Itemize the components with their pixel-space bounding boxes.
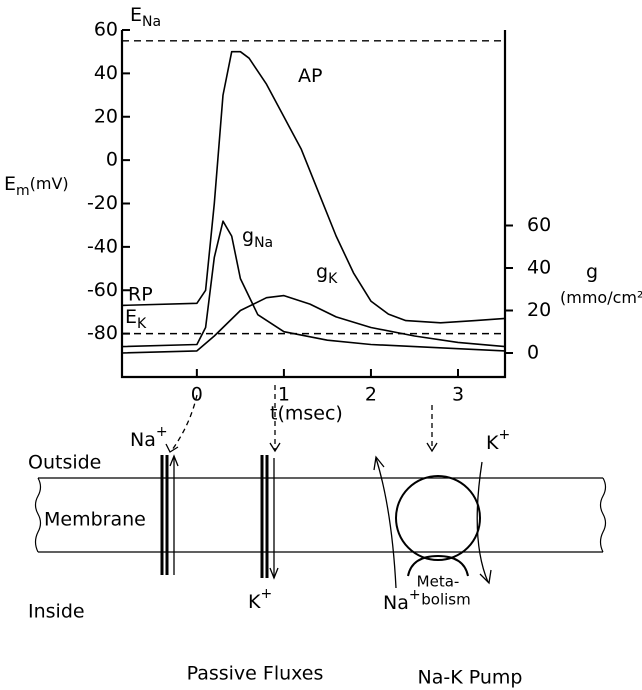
y2-axis-label-unit: (mmo/cm²) — [560, 288, 642, 307]
y-axis-label-unit: (mV) — [30, 174, 69, 193]
x-tick-label: 2 — [365, 384, 377, 406]
y2-axis-label: g (mmo/cm²) — [560, 261, 642, 307]
membrane-edge — [599, 477, 607, 553]
metabolism-label: Meta- — [417, 573, 460, 591]
y-tick-label: -20 — [87, 192, 118, 214]
region-label: Outside — [28, 452, 101, 474]
reference-label-sub: Na — [142, 14, 161, 30]
pump — [395, 475, 481, 561]
ion-label-main: Na — [383, 592, 409, 614]
series-label-main: g — [316, 261, 328, 283]
membrane-edge — [34, 477, 42, 553]
arrow-head — [269, 567, 279, 580]
caption: Na-K Pump — [418, 667, 523, 689]
y-tick-label: -60 — [87, 279, 118, 301]
caption: Passive Fluxes — [187, 663, 324, 685]
series-label-main: g — [242, 225, 254, 247]
annotation: RP — [128, 284, 153, 306]
series-line — [121, 294, 506, 354]
pump-arrow — [476, 461, 489, 583]
x-tick-label: 3 — [452, 384, 464, 406]
ion-label: Na+ — [383, 587, 421, 614]
arrow-head — [426, 442, 438, 453]
series-line — [121, 50, 506, 324]
ion-label: K+ — [248, 586, 272, 613]
ion-label-main: Na — [130, 429, 156, 451]
y-axis-label-sub: m — [16, 183, 30, 199]
ion-label-sup: + — [156, 424, 168, 440]
y2-axis-label-main: g — [586, 261, 598, 283]
series-label: AP — [298, 65, 322, 87]
reference-label-main: E — [125, 306, 137, 328]
series-line — [121, 220, 506, 352]
arrow-head — [165, 443, 179, 453]
region-label: Membrane — [44, 509, 146, 531]
x-axis-label: t(msec) — [270, 403, 343, 425]
reference-label-sub: K — [137, 316, 147, 332]
series-label-main: AP — [298, 65, 322, 87]
y-axis-label-main: E — [4, 173, 16, 195]
x-tick-label: 0 — [191, 384, 203, 406]
arrow-head — [269, 442, 281, 453]
y-axis-label: Em(mV) — [4, 173, 69, 200]
y-tick-label: 60 — [94, 19, 118, 41]
series-label: gNa — [242, 225, 273, 252]
arrow-head — [373, 455, 385, 471]
ion-label-main: K — [486, 432, 499, 454]
y-tick-label: 0 — [106, 149, 118, 171]
metabolism-cap — [407, 554, 469, 577]
ion-label: K+ — [486, 427, 510, 454]
reference-label: EK — [125, 306, 147, 333]
y2-tick-label: 40 — [527, 256, 551, 278]
pump-arrow — [375, 457, 397, 589]
diagram — [34, 385, 607, 589]
y2-tick-label: 0 — [527, 341, 539, 363]
y-tick-label: 40 — [94, 62, 118, 84]
reference-label: ENa — [130, 4, 161, 31]
y2-tick-label: 20 — [527, 299, 551, 321]
series-label-sub: K — [328, 271, 338, 287]
y-tick-label: -40 — [87, 235, 118, 257]
y-tick-label: 20 — [94, 105, 118, 127]
ion-label-sup: + — [498, 427, 510, 443]
y2-tick-label: 60 — [527, 214, 551, 236]
ion-label: Na+ — [130, 424, 168, 451]
y-tick-label: -80 — [87, 322, 118, 344]
series-label-sub: Na — [254, 235, 273, 251]
metabolism-label: bolism — [421, 591, 470, 609]
region-label: Inside — [28, 601, 85, 623]
ion-label-sup: + — [260, 586, 272, 602]
ion-label-sup: + — [409, 587, 421, 603]
arrow-head — [169, 454, 179, 467]
x-tick-label: 1 — [278, 384, 290, 406]
ion-label-main: K — [248, 591, 261, 613]
arrow-head — [479, 569, 492, 585]
series-label: gK — [316, 261, 338, 288]
reference-label-main: E — [130, 4, 142, 26]
arrow — [171, 394, 198, 451]
